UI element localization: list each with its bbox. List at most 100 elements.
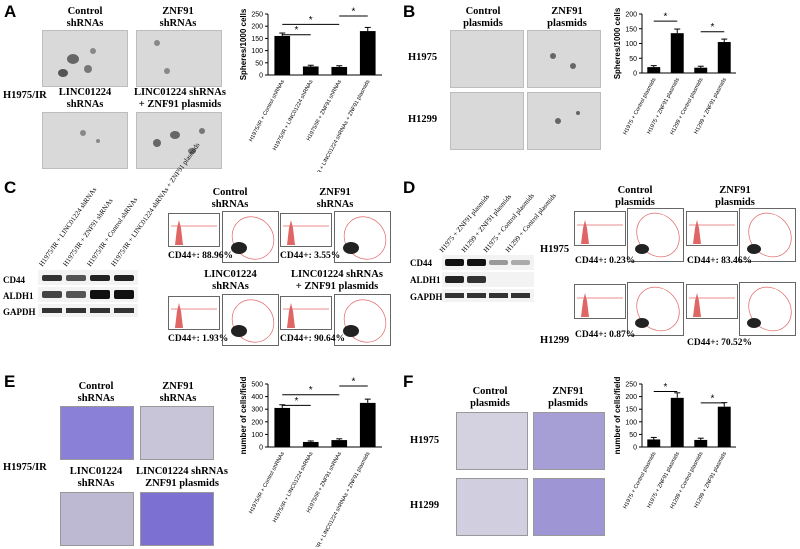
significance-marker: * <box>309 15 313 26</box>
panel-letter-e: E <box>4 372 16 391</box>
blot-d-row-aldh1: ALDH1 <box>410 275 441 285</box>
blot-c-gapdh <box>38 304 138 317</box>
panel-e-caption-control: Control shRNAs <box>77 381 115 404</box>
sphere-image-h1299-control <box>450 92 524 150</box>
flow-dot-plot <box>222 211 279 263</box>
panel-letter-f: F <box>403 372 414 391</box>
panel-d-lane-labels: H1975 + ZNF91 plasmids H1299 + ZNF91 pla… <box>438 180 560 254</box>
y-axis-title: Spheres/1000 cells <box>613 7 622 79</box>
blot-c-aldh1 <box>38 287 138 302</box>
y-tick-label: 200 <box>625 12 637 19</box>
y-tick-label: 250 <box>625 382 637 389</box>
migration-image-control <box>60 406 134 460</box>
migration-image-linc-znf <box>140 492 214 546</box>
y-tick-label: 0 <box>259 73 263 80</box>
bar <box>359 31 376 75</box>
flow-percent: CD44+: 0.87% <box>575 330 636 340</box>
panel-e-row-label: H1975/IR <box>3 462 47 473</box>
panel-a-caption-control: Control shRNAs <box>66 6 104 29</box>
y-tick-label: 50 <box>255 60 263 67</box>
y-tick-label: 150 <box>625 407 637 414</box>
blot-c-cd44 <box>38 270 138 285</box>
flow-dot-plot <box>739 282 796 336</box>
y-tick-label: 100 <box>625 41 637 48</box>
panel-c-caption-znf91: ZNF91 shRNAs <box>316 187 354 210</box>
flow-percent: CD44+: 70.52% <box>687 338 753 348</box>
y-tick-label: 150 <box>251 36 263 43</box>
y-tick-label: 0 <box>259 445 263 452</box>
blot-c-row-cd44: CD44 <box>3 275 25 285</box>
significance-marker: * <box>664 12 668 23</box>
significance-marker: * <box>664 382 668 393</box>
y-tick-label: 50 <box>629 56 637 63</box>
bar <box>647 439 661 447</box>
blot-d-row-gapdh: GAPDH <box>410 292 443 302</box>
flow-percent: CD44+: 3.55% <box>280 251 341 261</box>
panel-f-caption-control: Control plasmids <box>470 386 510 409</box>
blot-c-row-gapdh: GAPDH <box>3 307 36 317</box>
bar <box>647 67 661 73</box>
flow-histogram <box>574 284 626 319</box>
blot-d-gapdh <box>442 289 534 302</box>
migration-image-znf91 <box>140 406 214 460</box>
y-tick-label: 200 <box>625 394 637 401</box>
panel-letter-a: A <box>4 2 17 21</box>
bar <box>717 42 731 73</box>
panel-e-caption-znf91: ZNF91 shRNAs <box>159 381 197 404</box>
bar <box>670 33 684 73</box>
panel-c-lane-labels: H1975/IR + LINC01224 shRNAs H1975/IR + Z… <box>37 141 201 268</box>
flow-percent: CD44+: 1.93% <box>168 334 229 344</box>
migration-image-linc <box>60 492 134 546</box>
flow-dot-plot <box>627 208 684 262</box>
panel-letter-c: C <box>4 178 17 197</box>
flow-histogram <box>168 296 220 330</box>
panel-b-row-h1299: H1299 <box>408 114 438 125</box>
flow-histogram <box>686 211 738 246</box>
significance-marker: * <box>352 7 356 18</box>
panel-f-row-h1299: H1299 <box>410 500 440 511</box>
panel-b-caption-control: Control plasmids <box>463 6 503 29</box>
y-tick-label: 200 <box>251 419 263 426</box>
panel-f-caption-znf91: ZNF91 plasmids <box>548 386 588 409</box>
blot-d-cd44 <box>442 255 534 270</box>
sphere-image-linc-znf <box>136 112 222 169</box>
sphere-image-znf91 <box>136 30 222 87</box>
flow-dot-plot <box>334 211 391 263</box>
bar <box>670 397 684 447</box>
y-tick-label: 50 <box>629 432 637 439</box>
significance-marker: * <box>295 396 299 407</box>
panel-d-row-h1975: H1975 <box>540 244 570 255</box>
panel-c-caption-control: Control shRNAs <box>211 187 249 210</box>
y-tick-label: 500 <box>251 382 263 389</box>
y-tick-label: 100 <box>625 419 637 426</box>
flow-histogram <box>686 284 738 319</box>
flow-dot-plot <box>739 208 796 262</box>
panel-e-caption-linc-znf: LINC01224 shRNAs ZNF91 plasmids <box>136 466 228 489</box>
bar <box>331 440 348 447</box>
significance-marker: * <box>711 393 715 404</box>
sphere-image-control <box>42 30 128 87</box>
migration-image-h1299-znf91 <box>533 478 605 536</box>
panel-a-caption-znf91: ZNF91 shRNAs <box>159 6 197 29</box>
panel-c-caption-linc-znf: LINC01224 shRNAs + ZNF91 plasmids <box>291 269 383 292</box>
panel-a-caption-linc: LINC01224 shRNAs <box>58 87 112 110</box>
panel-d-caption-znf91: ZNF91 plasmids <box>715 185 755 208</box>
y-tick-label: 300 <box>251 407 263 414</box>
bar <box>274 35 291 75</box>
bar <box>302 441 319 447</box>
flow-percent: CD44+: 90.64% <box>280 334 346 344</box>
significance-marker: * <box>352 377 356 388</box>
sphere-image-h1975-znf91 <box>527 30 601 88</box>
flow-dot-plot <box>222 294 279 346</box>
y-axis-title: number of cells/field <box>613 376 622 454</box>
bar <box>302 66 319 75</box>
y-tick-label: 200 <box>251 24 263 31</box>
panel-c-caption-linc: LINC01224 shRNAs <box>204 269 257 292</box>
panel-d-row-h1299: H1299 <box>540 335 570 346</box>
flow-percent: CD44+: 83.46% <box>687 256 753 266</box>
y-tick-label: 250 <box>251 12 263 19</box>
blot-c-row-aldh1: ALDH1 <box>3 291 34 301</box>
panel-letter-d: D <box>403 178 416 197</box>
